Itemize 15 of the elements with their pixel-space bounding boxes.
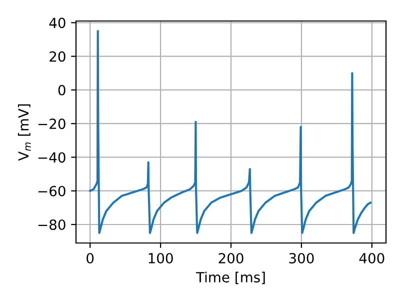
y-tick-label: −20 (38, 118, 66, 130)
x-axis-title: Time [ms] (196, 272, 265, 284)
y-tick-label: 20 (50, 51, 66, 62)
x-tick-label: 0 (86, 252, 94, 264)
y-axis-title: V$_{m}$ [mV] (18, 104, 31, 161)
x-tick-label: 100 (148, 252, 173, 264)
x-tick-label: 400 (359, 252, 384, 264)
y-tick-label: −60 (38, 186, 66, 196)
y-tick-label: 0 (58, 84, 66, 96)
y-tick-label: 40 (49, 18, 66, 28)
x-tick-label: 200 (218, 252, 244, 264)
x-tick-label: 300 (289, 252, 314, 264)
y-tick-label: −80 (38, 219, 66, 230)
y-tick-label: −40 (38, 152, 66, 163)
line-series (89, 30, 372, 234)
